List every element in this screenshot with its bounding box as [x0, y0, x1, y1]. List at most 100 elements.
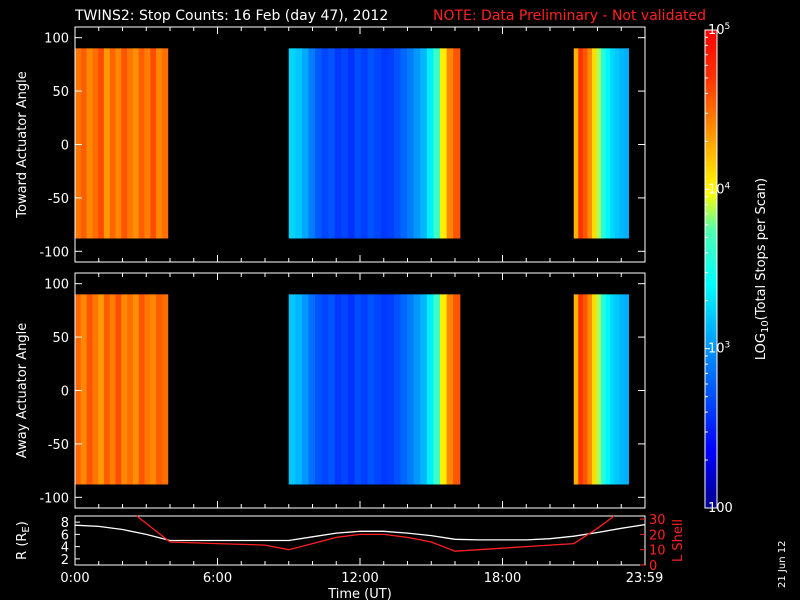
toward-block-2-stripe [573, 48, 579, 239]
away-block-1-stripe [321, 294, 329, 485]
toward-block-1-stripe [446, 48, 454, 239]
away-block-2-stripe [582, 294, 588, 485]
toward-block-1-stripe [308, 48, 316, 239]
toward-block-2-stripe [619, 48, 625, 239]
toward-block-0-stripe [75, 48, 82, 239]
toward-block-1-stripe [407, 48, 415, 239]
away-block-1-stripe [361, 294, 369, 485]
colorbar-gradient [704, 29, 718, 509]
away-block-2-stripe [578, 294, 584, 485]
away-block-0-stripe [103, 294, 111, 485]
toward-block-1-stripe [433, 48, 441, 239]
away-block-1-stripe [315, 294, 323, 485]
toward-block-1-stripe [453, 48, 461, 239]
toward-block-1-stripe [374, 48, 382, 239]
toward-ytick-label: 100 [44, 32, 69, 47]
away-ytick-label: 0 [61, 385, 69, 400]
away-ytick-label: -100 [39, 491, 69, 506]
away-block-0-stripe [121, 294, 128, 485]
colorbar: 105 104 103 100 LOG10(Total Stops per Scan) [704, 22, 771, 516]
toward-block-2-stripe [605, 48, 611, 239]
colorbar-tick-label: 103 [708, 341, 730, 357]
away-block-0-stripe [109, 294, 117, 485]
colorbar-tick-label: 100 [708, 501, 733, 516]
away-block-1-stripe [374, 294, 382, 485]
toward-ytick-label: 50 [52, 85, 69, 100]
toward-block-1-stripe [315, 48, 323, 239]
away-block-1-stripe [387, 294, 395, 485]
toward-block-0-stripe [144, 48, 151, 239]
toward-block-1-stripe [301, 48, 310, 239]
toward-block-0-stripe [156, 48, 163, 239]
toward-block-0-stripe [86, 48, 93, 239]
toward-block-2-stripe [614, 48, 620, 239]
toward-y-ticks: 100 50 0 -50 -100 [39, 27, 646, 262]
toward-ytick-label: -100 [39, 245, 69, 260]
toward-block-0-stripe [150, 48, 157, 239]
orbit-panel-frame [74, 515, 646, 566]
away-block-1-stripe [295, 294, 303, 485]
away-block-2-stripe [591, 294, 598, 485]
toward-block-1-stripe [347, 48, 356, 239]
toward-block-1-stripe [426, 48, 435, 239]
toward-block-2-stripe [582, 48, 588, 239]
away-block-0-stripe [150, 294, 157, 485]
orbit-y-label: R (RE) [15, 521, 32, 560]
toward-block-2-stripe [596, 48, 602, 239]
away-ytick-label: -50 [48, 438, 69, 453]
toward-block-1-stripe [295, 48, 303, 239]
time-x-label: Time (UT) [327, 587, 392, 600]
away-ytick-label: 100 [44, 278, 69, 293]
lshell-ytick-label: 20 [649, 528, 666, 543]
away-block-0-stripe [98, 294, 105, 485]
away-heatmap [75, 294, 629, 485]
away-block-2-stripe [601, 294, 607, 485]
away-block-0-stripe [144, 294, 151, 485]
away-block-2-stripe [623, 294, 629, 485]
away-block-1-stripe [328, 294, 336, 485]
time-xtick-label: 0:00 [60, 571, 89, 586]
r-line [74, 523, 646, 542]
away-block-1-stripe [380, 294, 389, 485]
toward-block-0-stripe [115, 48, 122, 239]
toward-block-1-stripe [354, 48, 362, 239]
toward-block-1-stripe [393, 48, 402, 239]
toward-block-1-stripe [361, 48, 369, 239]
colorbar-tick-label: 105 [708, 22, 730, 38]
away-block-2-stripe [614, 294, 620, 485]
away-block-0-stripe [127, 294, 134, 485]
toward-block-1-stripe [334, 48, 342, 239]
away-block-1-stripe [288, 294, 296, 485]
away-block-1-stripe [301, 294, 310, 485]
away-block-2-stripe [619, 294, 625, 485]
away-block-1-stripe [407, 294, 415, 485]
away-block-2-stripe [596, 294, 602, 485]
colorbar-ticks: 105 104 103 100 [705, 22, 733, 516]
away-block-1-stripe [308, 294, 316, 485]
toward-ytick-label: 0 [61, 139, 69, 154]
toward-panel: 100 50 0 -50 -100 Toward Actuator Angle [15, 26, 646, 263]
toward-block-0-stripe [127, 48, 134, 239]
toward-block-1-stripe [440, 48, 448, 239]
away-block-0-stripe [161, 294, 169, 485]
toward-block-2-stripe [623, 48, 629, 239]
away-block-0-stripe [132, 294, 140, 485]
toward-heatmap [75, 48, 629, 239]
orbit-lines [74, 515, 646, 552]
away-block-0-stripe [115, 294, 122, 485]
away-block-0-stripe [92, 294, 99, 485]
away-block-1-stripe [446, 294, 454, 485]
away-panel: 100 50 0 -50 -100 Away Actuator Angle [15, 272, 646, 509]
away-ytick-label: 50 [52, 331, 69, 346]
toward-block-2-stripe [591, 48, 598, 239]
r-ytick-label: 4 [61, 541, 69, 556]
away-block-0-stripe [156, 294, 163, 485]
r-ytick-label: 8 [61, 516, 69, 531]
r-ytick-label: 6 [61, 528, 69, 543]
toward-block-0-stripe [109, 48, 117, 239]
toward-block-1-stripe [367, 48, 375, 239]
toward-block-0-stripe [161, 48, 169, 239]
away-block-1-stripe [453, 294, 461, 485]
